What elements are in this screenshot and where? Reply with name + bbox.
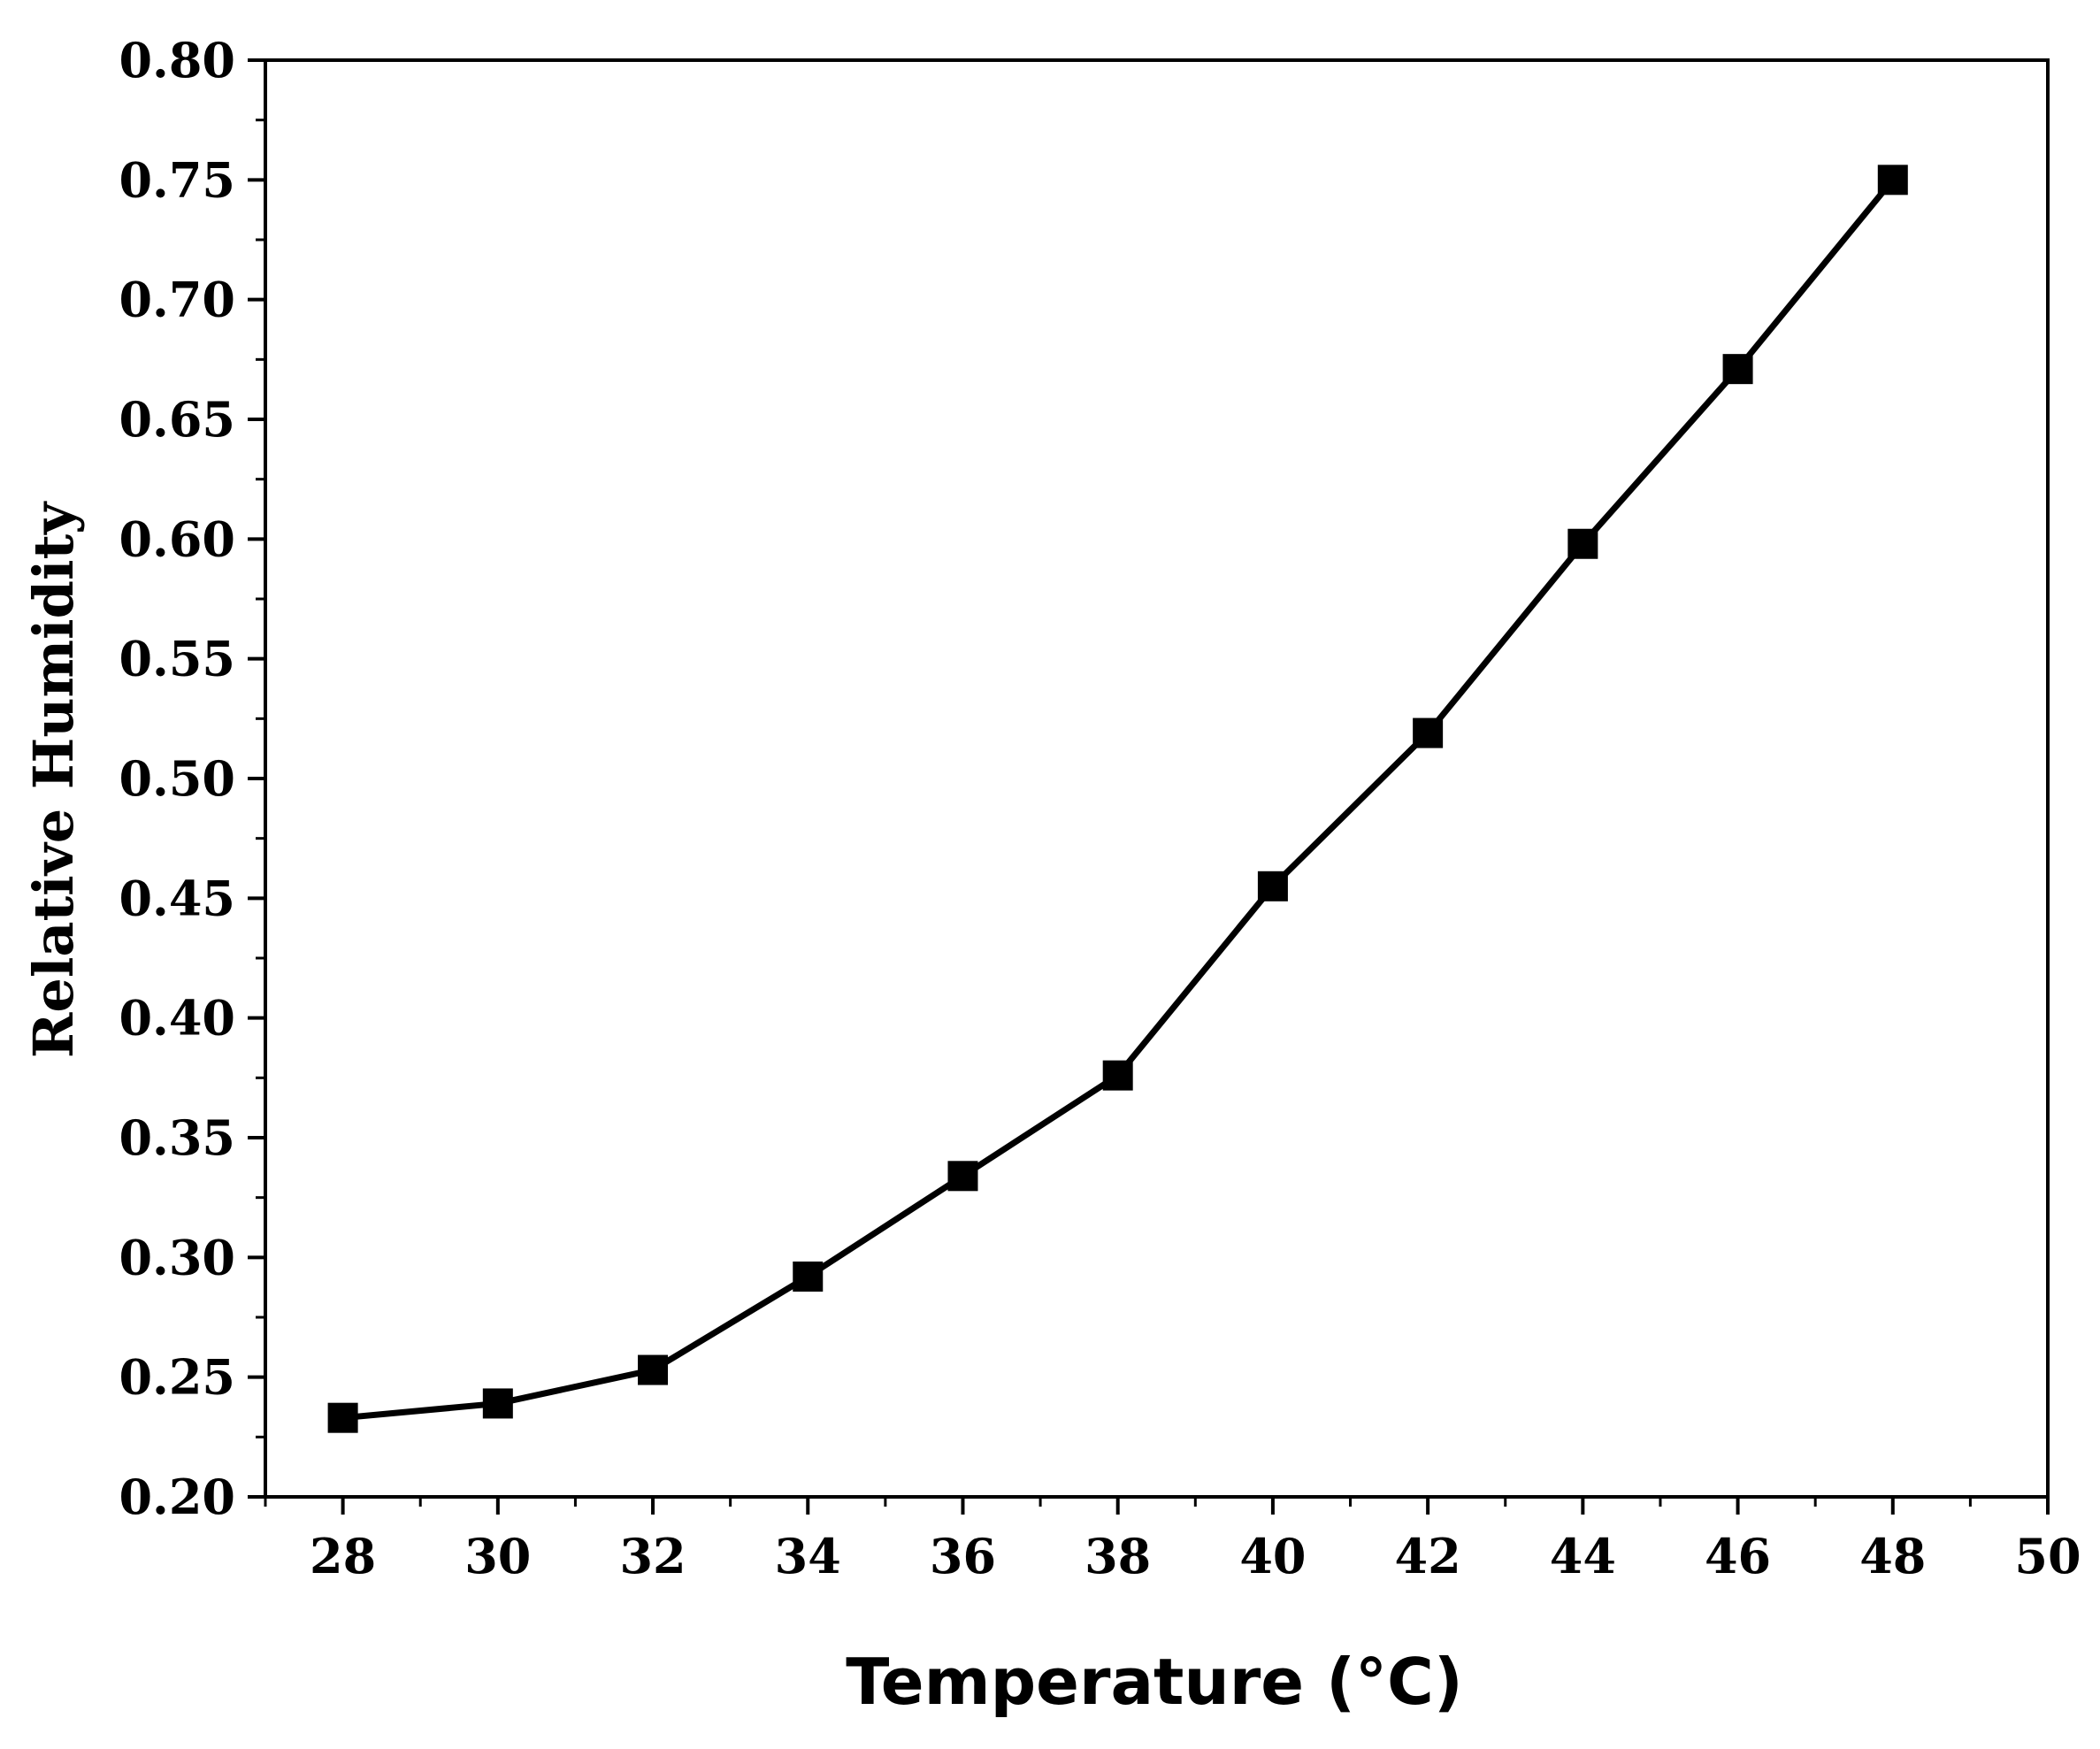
data-point-marker	[638, 1354, 669, 1385]
y-tick-label: 0.30	[119, 1229, 235, 1285]
data-point-marker	[947, 1161, 978, 1192]
y-tick-label: 0.75	[119, 151, 235, 208]
x-axis-title: Temperature (°C)	[846, 1645, 1463, 1719]
y-tick-label: 0.25	[119, 1349, 235, 1406]
x-tick-label: 36	[930, 1528, 996, 1584]
x-tick-label: 46	[1705, 1528, 1771, 1584]
y-tick-label: 0.20	[119, 1469, 235, 1525]
data-point-marker	[1257, 871, 1288, 901]
y-axis: 0.20 0.25 0.30 0.35 0.40 0.45 0.50 0.55 0.60 0.65…	[119, 32, 265, 1525]
x-tick-label: 30	[464, 1528, 531, 1584]
y-tick-label: 0.45	[119, 870, 235, 926]
data-point-marker	[1567, 528, 1598, 559]
plot-frame	[264, 58, 2050, 1499]
data-point-marker	[1102, 1060, 1133, 1091]
y-tick-label: 0.55	[119, 631, 235, 687]
y-tick-label: 0.60	[119, 510, 235, 567]
y-tick-label: 0.50	[119, 750, 235, 807]
x-tick-label: 50	[2014, 1528, 2081, 1584]
x-axis: 28 30 32 34 36 38 40 42 44 46 48 50	[264, 1497, 2081, 1584]
data-point-marker	[327, 1402, 358, 1433]
x-tick-label: 44	[1550, 1528, 1616, 1584]
x-tick-label: 32	[619, 1528, 686, 1584]
data-point-marker	[1722, 354, 1753, 385]
x-tick-label: 48	[1859, 1528, 1926, 1584]
data-point-marker	[1413, 717, 1444, 748]
y-tick-label: 0.35	[119, 1109, 235, 1166]
x-tick-label: 40	[1239, 1528, 1306, 1584]
series-line	[342, 178, 1896, 1422]
data-point-marker	[793, 1261, 824, 1292]
y-tick-label: 0.40	[119, 990, 235, 1047]
x-tick-label: 34	[775, 1528, 841, 1584]
x-tick-label: 42	[1395, 1528, 1461, 1584]
data-series	[327, 165, 1908, 1433]
data-point-marker	[1877, 165, 1908, 196]
y-axis-title: Relative Humidity	[21, 501, 86, 1058]
data-point-marker	[482, 1388, 513, 1419]
x-tick-label: 38	[1084, 1528, 1151, 1584]
y-tick-label: 0.80	[119, 32, 235, 88]
x-tick-label: 28	[310, 1528, 376, 1584]
y-tick-label: 0.65	[119, 391, 235, 448]
y-tick-label: 0.70	[119, 272, 235, 328]
plot-border	[264, 58, 2050, 1499]
